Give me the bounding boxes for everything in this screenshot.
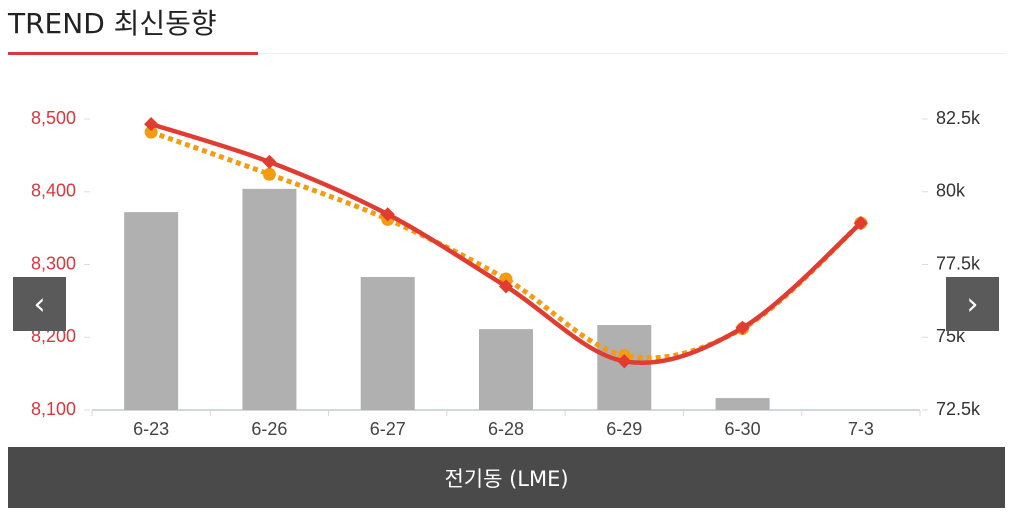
marker [262, 154, 277, 169]
bar [479, 329, 533, 410]
divider [258, 53, 1005, 54]
x-tick-label: 6-26 [251, 419, 287, 439]
x-tick-label: 7-3 [848, 419, 874, 439]
marker [498, 279, 514, 294]
y2-tick-label: 72.5k [936, 399, 981, 419]
y-tick-label: 8,100 [31, 399, 76, 419]
chart: 8,100 8,200 8,300 8,400 8,500 72.5k 75k 77.5k 80… [31, 108, 981, 439]
bar [124, 212, 179, 410]
marker [735, 320, 750, 335]
marker [617, 354, 632, 369]
marker [380, 207, 395, 222]
y-tick-label: 8,400 [31, 181, 76, 201]
footer[interactable]: 전기동 (LME) [8, 447, 1005, 508]
x-tick-label: 6-29 [606, 419, 642, 439]
prev-button[interactable]: ‹ [13, 277, 66, 331]
title-underline [8, 52, 258, 55]
y2-tick-label: 82.5k [936, 108, 981, 128]
x-tick-label: 6-28 [488, 419, 524, 439]
y-tick-label: 8,200 [31, 326, 76, 346]
marker [853, 215, 868, 231]
bar [715, 398, 770, 410]
y-tick-label: 8,300 [31, 253, 76, 273]
y2-tick-label: 80k [936, 181, 966, 201]
y2-tick-label: 77.5k [936, 253, 981, 273]
bar [360, 277, 415, 410]
y2-tick-label: 75k [936, 326, 966, 346]
marker [144, 125, 158, 139]
y-tick-label: 8,500 [31, 108, 76, 128]
bar [242, 188, 297, 410]
marker [262, 167, 276, 181]
x-tick-label: 6-23 [133, 419, 169, 439]
title: TREND 최신동향 [8, 7, 217, 40]
x-tick-label: 6-30 [725, 419, 761, 439]
next-button[interactable]: › [946, 277, 999, 331]
x-tick-label: 6-27 [370, 419, 406, 439]
